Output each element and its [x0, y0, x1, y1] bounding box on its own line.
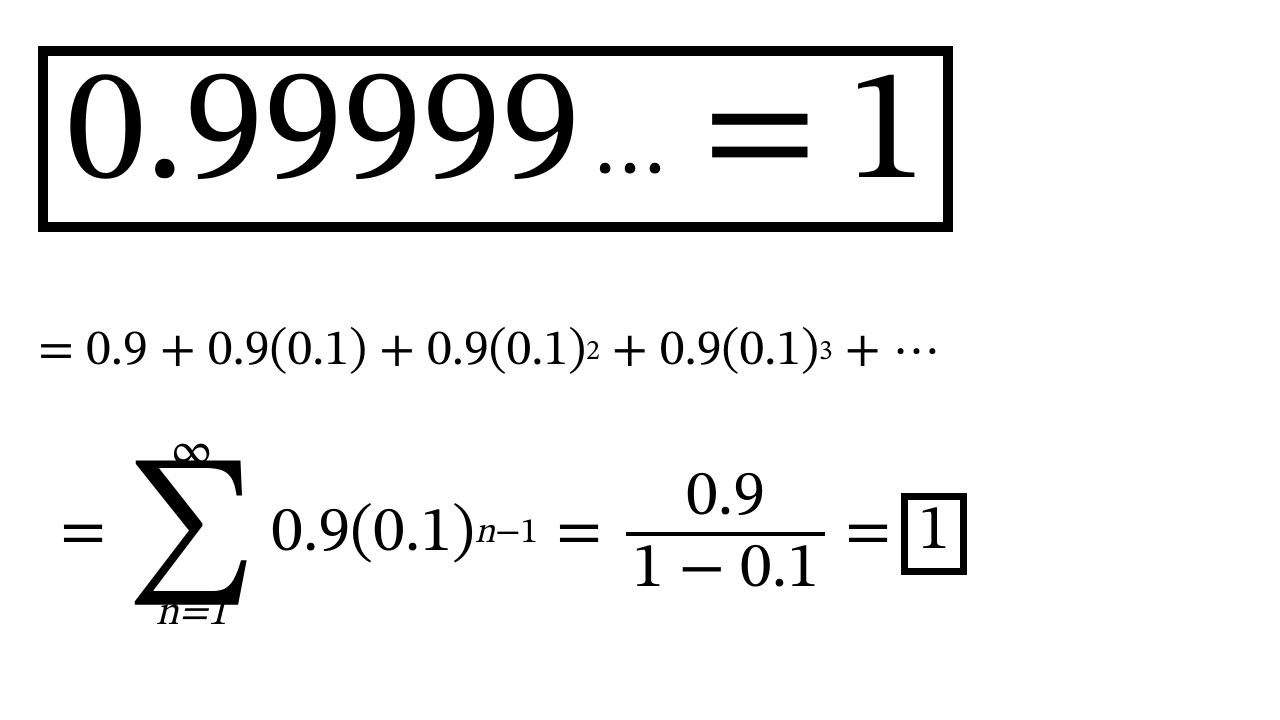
identity-box: 0.99999 … = 1: [38, 46, 953, 232]
series-plus-4: +: [845, 320, 881, 383]
identity-lhs: 0.99999: [66, 56, 580, 216]
series-term-4-base: 0.9(0.1): [660, 320, 819, 383]
series-plus-2: +: [379, 320, 415, 383]
sigma-eq-3: =: [845, 494, 891, 574]
result-value: 1: [918, 500, 950, 564]
fraction-denominator: 1 − 0.1: [626, 536, 825, 604]
sigma-eq-2: =: [556, 494, 602, 574]
series-plus-1: +: [160, 320, 196, 383]
math-diagram: 0.99999 … = 1 = 0.9 + 0.9(0.1) + 0.9(0.1…: [0, 0, 1280, 720]
sigma-block: ∞ ∑ n=1: [126, 430, 257, 638]
row-expanded-series: = 0.9 + 0.9(0.1) + 0.9(0.1)2 + 0.9(0.1)3…: [38, 320, 940, 383]
identity-rhs: 1: [846, 56, 925, 216]
identity-ellipsis: …: [591, 106, 673, 194]
series-term-2: 0.9(0.1): [208, 320, 367, 383]
series-eq: =: [38, 320, 74, 383]
sigma-lower-limit: n=1: [156, 594, 228, 638]
sigma-exp-n: n: [475, 516, 495, 551]
series-term-1: 0.9: [86, 320, 148, 383]
row-sigma-closed-form: = ∞ ∑ n=1 0.9(0.1)n−1 = 0.9 1 − 0.1 = 1: [60, 430, 967, 638]
closed-form-fraction: 0.9 1 − 0.1: [626, 464, 825, 604]
result-box: 1: [901, 493, 967, 575]
series-term-3-base: 0.9(0.1): [427, 320, 586, 383]
series-plus-3: +: [612, 320, 648, 383]
sigma-eq-1: =: [60, 494, 106, 574]
identity-eq: =: [702, 56, 817, 216]
fraction-numerator: 0.9: [680, 464, 771, 532]
sigma-term-base: 0.9(0.1): [271, 494, 475, 574]
series-tail-ellipsis: ⋯: [893, 320, 941, 383]
sigma-exp-rest: −1: [495, 516, 538, 551]
row-boxed-identity: 0.99999 … = 1: [38, 46, 953, 232]
sigma-symbol: ∑: [126, 474, 257, 594]
